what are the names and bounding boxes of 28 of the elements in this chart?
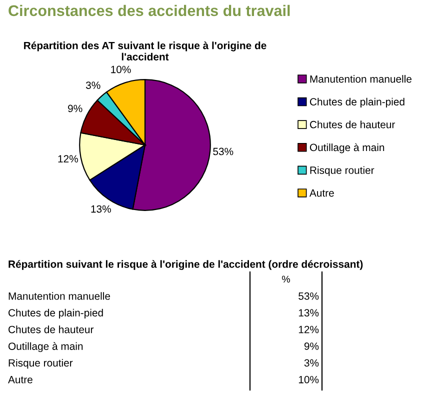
text: Répartition suivant le risque à l'origine de l'accident (ordre décroissant) [8,260,363,270]
data-label: 9% [304,342,319,350]
category-label: Autre [8,376,32,384]
data-label: 10% [298,376,319,384]
data-label: 53% [298,292,319,300]
legend-label: Chutes de plain-pied [310,98,404,108]
chart-subtitle: Répartition des AT suivant le risque à l'origine de l'accident [24,41,266,60]
data-label: 9% [68,104,82,112]
legend-label: Autre [309,189,334,197]
category-label: Chutes de plain-pied [8,308,103,319]
legend-label: Outillage à main [310,143,384,154]
category-label: Manutention manuelle [8,292,110,300]
data-label: 3% [86,82,100,89]
category-label: Risque routier [8,358,73,369]
data-label: 12% [298,326,319,334]
data-label: 13% [298,309,319,316]
data-label: 10% [111,66,131,74]
legend-label: Risque routier [310,166,374,176]
data-label: 12% [58,155,78,162]
text: % [282,276,290,283]
category-label: Chutes de hauteur [8,326,94,334]
data-label: 13% [91,205,111,213]
category-label: Outillage à main [8,342,83,352]
data-label: 53% [213,148,234,156]
legend-label: Chutes de hauteur [310,120,395,128]
legend-label: Manutention manuelle [310,75,412,83]
data-label: 3% [304,359,319,367]
chart-title: Circonstances des accidents du travail [8,4,290,16]
